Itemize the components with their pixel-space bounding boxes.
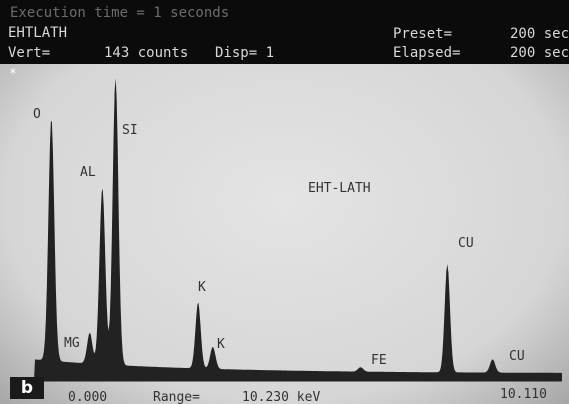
peak-label-cu-alpha: CU xyxy=(458,236,474,251)
vert-value: 143 counts xyxy=(104,45,188,61)
execution-time-text: Execution time = 1 seconds xyxy=(10,5,229,21)
cursor-mark: * xyxy=(9,67,17,82)
panel-label: b xyxy=(10,377,44,399)
peak-label-o: O xyxy=(33,107,41,122)
peak-label-si: SI xyxy=(122,123,138,138)
peak-label-fe: FE xyxy=(371,353,387,368)
elapsed-value: 200 sec xyxy=(510,45,569,61)
peak-label-k-beta: K xyxy=(217,337,225,352)
spectrum-inline-label: EHT-LATH xyxy=(308,181,371,196)
header-band xyxy=(0,0,569,64)
disp-text: Disp= 1 xyxy=(215,45,274,61)
peak-label-cu-beta: CU xyxy=(509,349,525,364)
peak-label-al: AL xyxy=(80,165,96,180)
sample-name-text: EHTLATH xyxy=(8,25,67,41)
spectrum-layer xyxy=(24,78,562,382)
elapsed-label: Elapsed= xyxy=(393,45,460,61)
vert-label: Vert= xyxy=(8,45,50,61)
range-label: Range= xyxy=(153,390,200,404)
peak-label-k-alpha: K xyxy=(198,280,206,295)
preset-label: Preset= xyxy=(393,26,452,42)
preset-value: 200 sec xyxy=(510,26,569,42)
end-energy-text: 10.110 xyxy=(500,387,547,402)
start-energy-text: 0.000 xyxy=(68,390,107,404)
peak-label-mg: MG xyxy=(64,336,80,351)
range-value: 10.230 keV xyxy=(242,390,320,404)
